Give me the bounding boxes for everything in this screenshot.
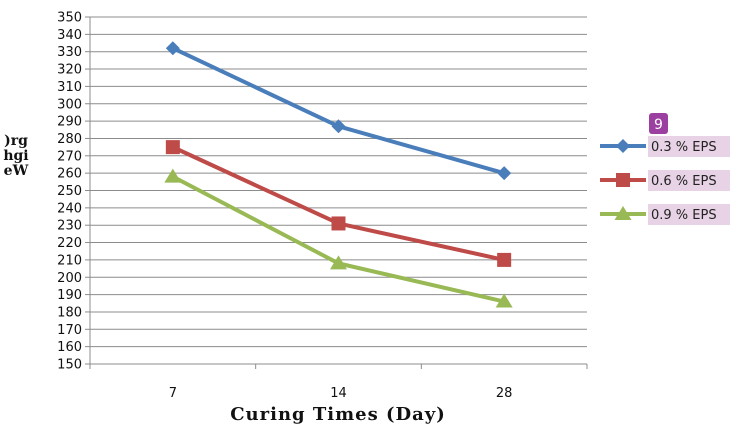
data-point	[331, 216, 346, 231]
data-point	[165, 41, 180, 56]
y-axis-title-line: )rg	[4, 133, 28, 149]
x-axis-title: Curing Times (Day)	[230, 404, 446, 425]
y-tick-label: 330	[57, 45, 82, 60]
y-tick-label: 290	[57, 115, 82, 130]
y-tick-label: 160	[57, 340, 82, 355]
gridlines	[90, 16, 587, 365]
legend-label-highlight	[648, 170, 730, 191]
y-tick-label: 230	[57, 219, 82, 234]
y-tick-label: 150	[57, 358, 82, 373]
y-tick-label: 340	[57, 28, 82, 43]
data-point	[164, 168, 182, 183]
y-tick-label: 260	[57, 167, 82, 182]
series-line	[170, 174, 507, 304]
data-point	[331, 119, 346, 134]
x-axis-ticks: 7 14 28	[89, 364, 588, 401]
y-tick-label: 300	[57, 97, 82, 112]
y-tick-label: 170	[57, 323, 82, 338]
y-axis-ticks: 150 160 170 180 190 200 210 220 230 240 250 260 270 2…	[57, 11, 90, 373]
x-tick-label: 28	[496, 386, 513, 401]
legend-item: 0.6 % EPS	[600, 170, 730, 191]
legend-item: 0.9 % EPS	[600, 204, 730, 225]
legend-label: 0.6 % EPS	[651, 174, 717, 189]
legend-marker	[616, 173, 630, 187]
y-tick-label: 250	[57, 184, 82, 199]
series-1	[165, 41, 512, 181]
legend: 0.3 % EPS 0.6 % EPS 0.9 % EPS	[600, 136, 730, 225]
legend-marker	[614, 206, 632, 220]
y-axis-title-line: eW	[4, 163, 29, 179]
y-axis-title: )rg hgi eW	[3, 133, 28, 179]
y-axis-title-line: hgi	[3, 148, 28, 164]
x-tick-label: 14	[330, 386, 347, 401]
data-point	[495, 293, 513, 308]
annotation-badge: 9	[649, 113, 668, 134]
series-3	[164, 168, 513, 308]
data-point	[497, 252, 512, 267]
y-tick-label: 190	[57, 288, 82, 303]
legend-marker	[616, 139, 630, 153]
x-tick-label: 7	[169, 386, 177, 401]
legend-label: 0.9 % EPS	[651, 208, 717, 223]
y-tick-label: 310	[57, 80, 82, 95]
y-tick-label: 350	[57, 11, 82, 26]
data-point	[165, 140, 180, 155]
y-tick-label: 280	[57, 132, 82, 147]
series-2	[165, 140, 512, 267]
y-tick-label: 210	[57, 253, 82, 268]
legend-item: 0.3 % EPS	[600, 136, 730, 157]
badge-background	[649, 113, 668, 134]
y-tick-label: 220	[57, 236, 82, 251]
data-point	[330, 255, 347, 270]
y-tick-label: 270	[57, 149, 82, 164]
data-point	[497, 166, 512, 181]
y-tick-label: 240	[57, 201, 82, 216]
series-line	[170, 46, 507, 176]
y-tick-label: 180	[57, 305, 82, 320]
y-tick-label: 320	[57, 63, 82, 78]
y-tick-label: 200	[57, 271, 82, 286]
badge-label: 9	[654, 117, 663, 133]
legend-label-highlight	[648, 136, 730, 157]
legend-label-highlight	[648, 204, 730, 225]
legend-label: 0.3 % EPS	[651, 140, 717, 155]
